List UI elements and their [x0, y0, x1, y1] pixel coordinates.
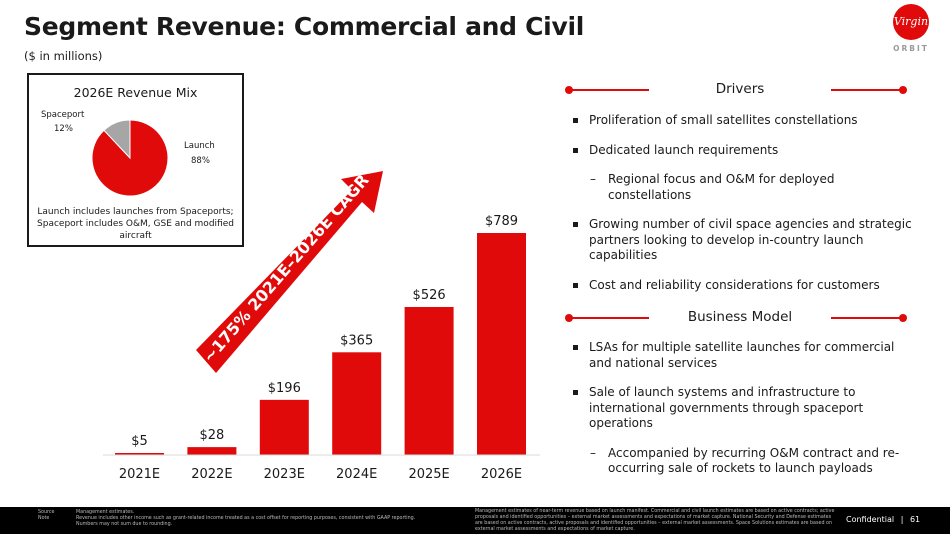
- x-tick-label: 2026E: [481, 467, 522, 482]
- footer-source-notes: Management estimates. Revenue includes o…: [76, 510, 416, 528]
- pie-slice-spaceport: [103, 119, 131, 160]
- drivers-item: Dedicated launch requirements: [572, 143, 912, 159]
- drivers-item-text: Dedicated launch requirements: [589, 142, 779, 157]
- spaceport-label: Spaceport: [41, 110, 85, 120]
- bar-2022E: [187, 447, 237, 455]
- bar-2021E: [115, 453, 164, 455]
- virgin-orbit-logo: Virgin ORBIT: [885, 4, 937, 66]
- bars-group: $5 2021E $28 2022E $196 2023E $365 2024E $526 202…: [115, 214, 526, 482]
- confidential-marker: Confidential | 61: [846, 515, 920, 524]
- bar-value-label: $365: [340, 333, 373, 348]
- logo-sub: ORBIT: [893, 44, 929, 53]
- business-model-heading: Business Model: [565, 308, 945, 328]
- footer-labels: Source Note: [38, 510, 54, 522]
- x-tick-label: 2022E: [191, 467, 232, 482]
- bar-value-label: $789: [485, 214, 518, 229]
- separator: |: [900, 515, 904, 524]
- x-tick-label: 2023E: [264, 467, 305, 482]
- page-number: 61: [909, 515, 921, 524]
- heading-line-left: [569, 89, 649, 91]
- business-model-subitem-text: Accompanied by recurring O&M contract an…: [608, 445, 900, 476]
- drivers-item: Cost and reliability considerations for …: [572, 278, 912, 294]
- note-label: Note: [38, 516, 50, 521]
- logo-wordmark: Virgin: [893, 4, 929, 40]
- bar-value-label: $196: [268, 381, 301, 396]
- drivers-item: Proliferation of small satellites conste…: [572, 113, 912, 129]
- heading-line-left: [569, 317, 649, 319]
- revenue-mix-note: Launch includes launches from Spaceports…: [37, 207, 234, 241]
- bar-2023E: [259, 399, 309, 455]
- revenue-mix-title: 2026E Revenue Mix: [73, 85, 198, 100]
- business-model-subitem: – Accompanied by recurring O&M contract a…: [572, 446, 912, 477]
- x-tick-label: 2024E: [336, 467, 377, 482]
- dash-marker: –: [590, 172, 596, 186]
- footer-bar: Source Note Management estimates. Revenu…: [0, 507, 950, 534]
- confidential-label: Confidential: [846, 515, 895, 524]
- pie-slices: [91, 119, 169, 197]
- x-tick-label: 2025E: [408, 467, 449, 482]
- business-model-item: LSAs for multiple satellite launches for…: [572, 340, 912, 371]
- source-label: Source: [38, 510, 55, 515]
- bar-value-label: $5: [131, 434, 148, 449]
- bar-2025E: [404, 307, 454, 455]
- x-tick-label: 2021E: [119, 467, 160, 482]
- page-title: Segment Revenue: Commercial and Civil: [24, 12, 584, 41]
- dash-marker: –: [590, 445, 596, 460]
- drivers-subitem: – Regional focus and O&M for deployed con…: [572, 172, 912, 203]
- footer-methodology: Management estimates of near-term revenu…: [475, 509, 835, 532]
- business-model-item-text: LSAs for multiple satellite launches for…: [589, 340, 895, 370]
- bar-value-label: $526: [413, 288, 446, 303]
- bar-value-label: $28: [199, 428, 224, 443]
- spaceport-pct: 12%: [54, 124, 73, 134]
- drivers-list: Proliferation of small satellites conste…: [572, 113, 912, 307]
- drivers-heading: Drivers: [565, 80, 945, 100]
- business-model-heading-label: Business Model: [687, 309, 793, 325]
- drivers-heading-label: Drivers: [715, 81, 765, 97]
- heading-line-right: [831, 89, 903, 91]
- business-model-item: Sale of launch systems and infrastructur…: [572, 385, 912, 432]
- drivers-item-text: Growing number of civil space agencies a…: [589, 217, 912, 262]
- bar-2024E: [332, 352, 382, 455]
- drivers-item-text: Proliferation of small satellites conste…: [589, 113, 858, 127]
- business-model-list: LSAs for multiple satellite launches for…: [572, 340, 912, 491]
- bullet-square: [573, 222, 578, 227]
- bullet-square: [573, 390, 578, 395]
- revenue-mix-pie: [91, 119, 169, 197]
- source-text: Management estimates.: [76, 510, 135, 515]
- heading-dot-right: [899, 86, 907, 94]
- bar-2026E: [477, 233, 526, 455]
- business-model-item-text: Sale of launch systems and infrastructur…: [589, 385, 864, 430]
- drivers-item-text: Cost and reliability considerations for …: [589, 277, 880, 292]
- revenue-mix-panel: 2026E Revenue Mix Spaceport 12% Launch 8…: [27, 73, 244, 247]
- page-subtitle: ($ in millions): [24, 49, 103, 63]
- cagr-arrow-shape: [196, 171, 383, 373]
- drivers-item: Growing number of civil space agencies a…: [572, 217, 912, 264]
- drivers-subitem-text: Regional focus and O&M for deployed cons…: [608, 172, 835, 202]
- launch-label: Launch: [184, 141, 215, 151]
- heading-dot-right: [899, 314, 907, 322]
- bullet-square: [573, 282, 578, 288]
- launch-pct: 88%: [191, 156, 210, 166]
- note-text: Revenue includes other income such as gr…: [76, 516, 416, 527]
- bullet-square: [573, 147, 578, 153]
- bullet-square: [573, 345, 578, 350]
- heading-line-right: [831, 317, 903, 319]
- bullet-square: [573, 118, 578, 123]
